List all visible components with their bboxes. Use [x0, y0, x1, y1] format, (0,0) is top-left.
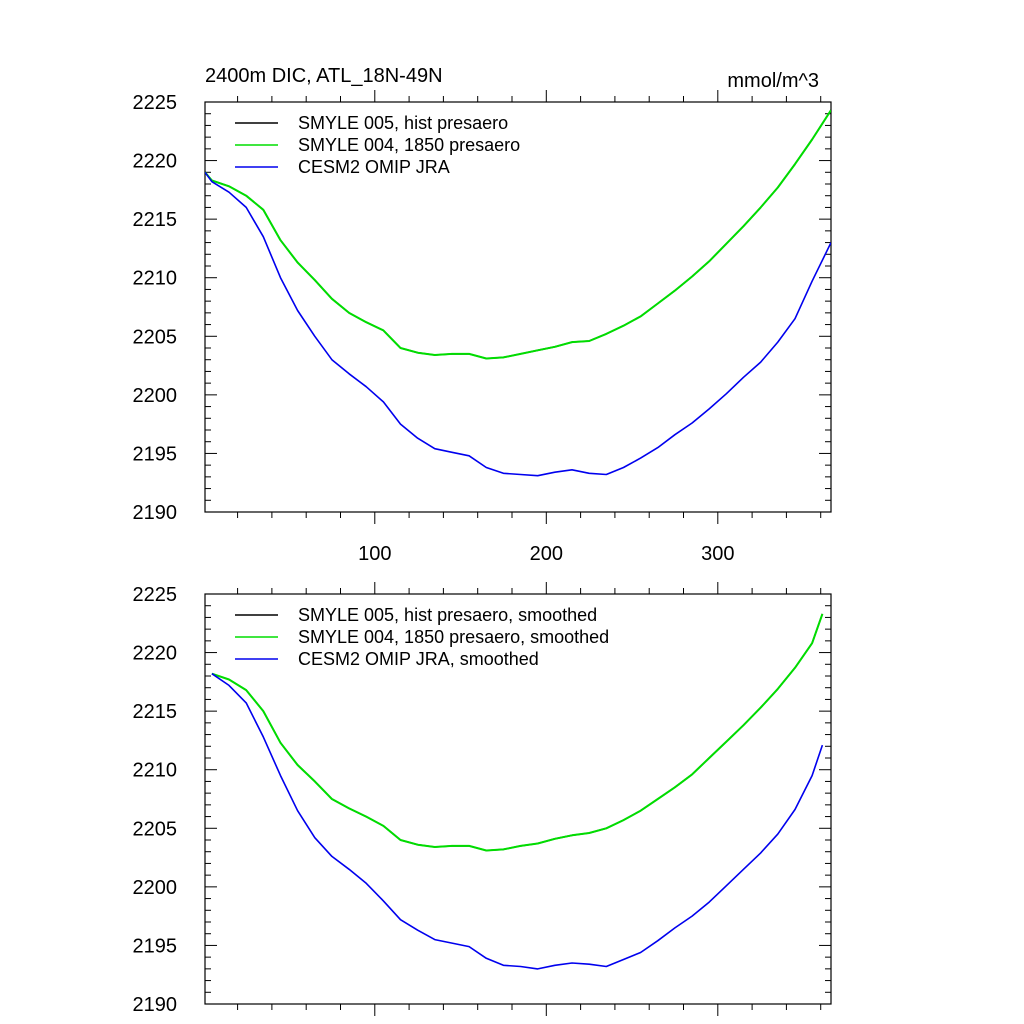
y-tick-label: 2210 — [133, 760, 178, 782]
series-line-3 — [211, 673, 824, 970]
y-tick-label: 2225 — [133, 584, 178, 606]
y-tick-label: 2190 — [133, 502, 178, 524]
series-line-2 — [211, 613, 824, 852]
y-tick-label: 2225 — [133, 92, 178, 114]
y-tick-label: 2190 — [133, 994, 178, 1016]
series-line-3 — [205, 171, 831, 477]
y-tick-label: 2220 — [133, 643, 178, 665]
x-tick-label: 100 — [358, 543, 391, 565]
plot-frame — [204, 101, 832, 513]
x-tick-label: 200 — [530, 543, 563, 565]
series-line-2 — [205, 109, 831, 360]
legend-label: SMYLE 005, hist presaero — [298, 113, 508, 133]
legend-label: CESM2 OMIP JRA — [298, 157, 450, 177]
y-tick-label: 2205 — [133, 326, 178, 348]
y-tick-label: 2220 — [133, 151, 178, 173]
y-tick-label: 2205 — [133, 818, 178, 840]
units-label: mmol/m^3 — [727, 70, 819, 92]
y-tick-label: 2215 — [133, 209, 178, 231]
y-tick-label: 2195 — [133, 935, 178, 957]
y-tick-label: 2210 — [133, 268, 178, 290]
x-tick-label: 300 — [701, 543, 734, 565]
legend-label: SMYLE 004, 1850 presaero, smoothed — [298, 627, 609, 647]
y-tick-label: 2200 — [133, 385, 178, 407]
top-panel: 2190 2195 2200 2205 2210 2215 2220 2225 100 200 30… — [133, 90, 832, 565]
legend-label: SMYLE 004, 1850 presaero — [298, 135, 520, 155]
y-tick-label: 2200 — [133, 877, 178, 899]
y-tick-label: 2215 — [133, 701, 178, 723]
y-tick-label: 2195 — [133, 443, 178, 465]
legend-label: CESM2 OMIP JRA, smoothed — [298, 649, 539, 669]
chart-title: 2400m DIC, ATL_18N-49N — [205, 65, 443, 87]
plot-frame — [204, 593, 832, 1005]
bottom-panel: 2190 2195 2200 2205 2210 2215 2220 2225 SMYLE 00… — [133, 582, 832, 1016]
legend-label: SMYLE 005, hist presaero, smoothed — [298, 605, 597, 625]
